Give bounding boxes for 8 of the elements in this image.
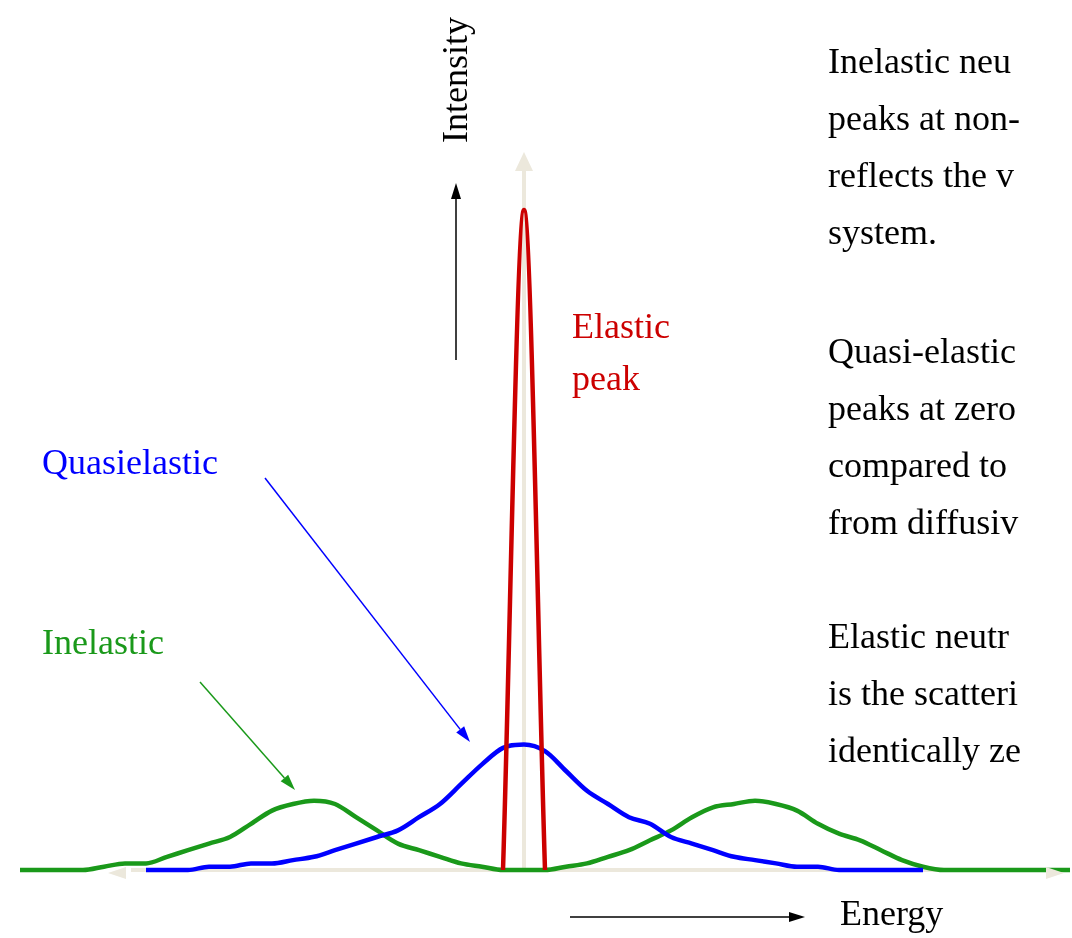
annotation: Quasi-elastic peaks at zero compared to from diffusiv	[828, 330, 1019, 544]
text: Quasielastic	[42, 441, 218, 484]
annotation: Inelastic neu peaks at non- reflects the v system.	[828, 40, 1020, 254]
text: Inelastic	[42, 621, 164, 664]
x-axis-title: Energy	[840, 892, 944, 935]
series-label: Elastic peak	[572, 305, 671, 400]
y-axis-title: Intensity	[435, 17, 475, 143]
annotation: Elastic neutr is the scatteri identically ze	[828, 615, 1021, 772]
